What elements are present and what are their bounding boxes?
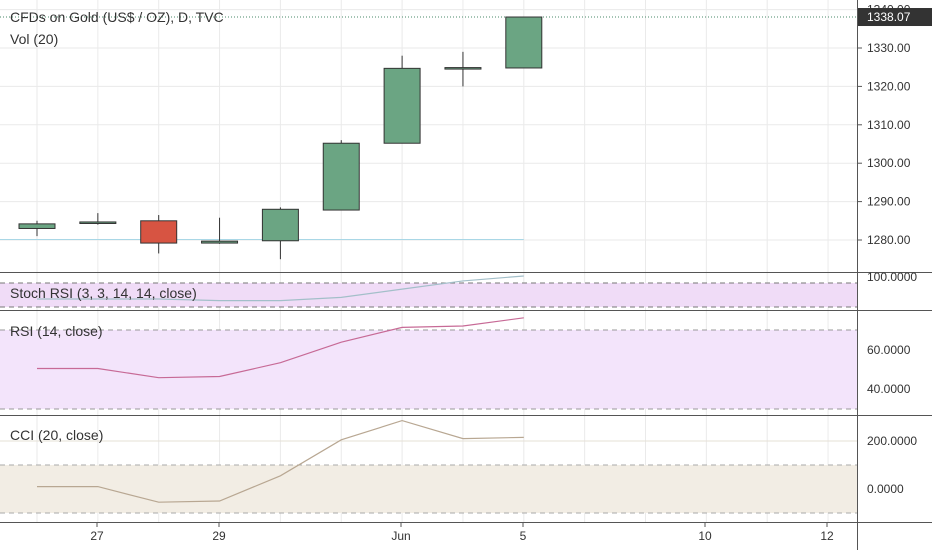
volume-legend[interactable]: Vol (20) — [10, 31, 59, 47]
candle — [201, 217, 239, 244]
rsi-tick-label: 60.0000 — [867, 343, 911, 357]
candle-body — [505, 16, 543, 69]
cci-legend[interactable]: CCI (20, close) — [10, 427, 104, 443]
time-tick-label: 10 — [698, 529, 712, 543]
cci-band — [0, 465, 857, 513]
candle — [140, 215, 178, 254]
candle — [505, 16, 543, 69]
last-price-badge — [858, 8, 932, 27]
candle — [383, 55, 421, 144]
candle-body — [383, 67, 421, 144]
candle-body — [261, 208, 299, 242]
time-tick-label: 5 — [520, 529, 527, 543]
cci-tick-label: 200.0000 — [867, 434, 917, 448]
candle — [18, 220, 56, 237]
stoch-rsi-legend[interactable]: Stoch RSI (3, 3, 14, 14, close) — [10, 285, 197, 301]
price-tick-label: 1330.00 — [867, 41, 911, 55]
cci-line — [37, 419, 524, 503]
price-tick-label: 1290.00 — [867, 195, 911, 209]
price-tick-label: 1320.00 — [867, 79, 911, 93]
time-tick-label: Jun — [391, 529, 410, 543]
candle — [322, 140, 360, 211]
candle-body — [140, 220, 178, 244]
indicator-lines — [0, 16, 857, 503]
time-tick-label: 27 — [90, 529, 104, 543]
candle — [261, 207, 299, 260]
rsi-band — [0, 330, 857, 409]
candle — [79, 213, 117, 225]
candle-body — [444, 67, 482, 70]
price-tick-label: 1300.00 — [867, 156, 911, 170]
grid-layer — [0, 0, 857, 522]
price-tick-label: 1310.00 — [867, 118, 911, 132]
stoch-tick-label: 100.0000 — [867, 270, 917, 284]
stoch-rsi-line — [37, 275, 524, 302]
symbol-title[interactable]: CFDs on Gold (US$ / OZ), D, TVC — [10, 9, 224, 25]
candle-body — [79, 221, 117, 224]
cci-tick-label: 0.0000 — [867, 482, 904, 496]
time-tick-label: 29 — [212, 529, 226, 543]
candlestick-series — [18, 16, 543, 260]
stoch-rsi-band — [0, 283, 857, 307]
time-axis: 27 29 Jun 5 10 12 — [90, 522, 834, 543]
indicator-bands — [0, 282, 857, 514]
candle-body — [322, 142, 360, 211]
rsi-tick-label: 40.0000 — [867, 382, 911, 396]
price-tick-label: 1280.00 — [867, 233, 911, 247]
time-tick-label: 12 — [820, 529, 834, 543]
candle-body — [201, 240, 239, 244]
rsi-line — [37, 317, 524, 379]
candle-body — [18, 223, 56, 229]
candle — [444, 51, 482, 87]
last-price-label: 1338.07 — [867, 10, 911, 24]
rsi-legend[interactable]: RSI (14, close) — [10, 323, 103, 339]
price-axis: 1280.00 1290.00 1300.00 1310.00 1320.00 1330.… — [857, 3, 932, 496]
